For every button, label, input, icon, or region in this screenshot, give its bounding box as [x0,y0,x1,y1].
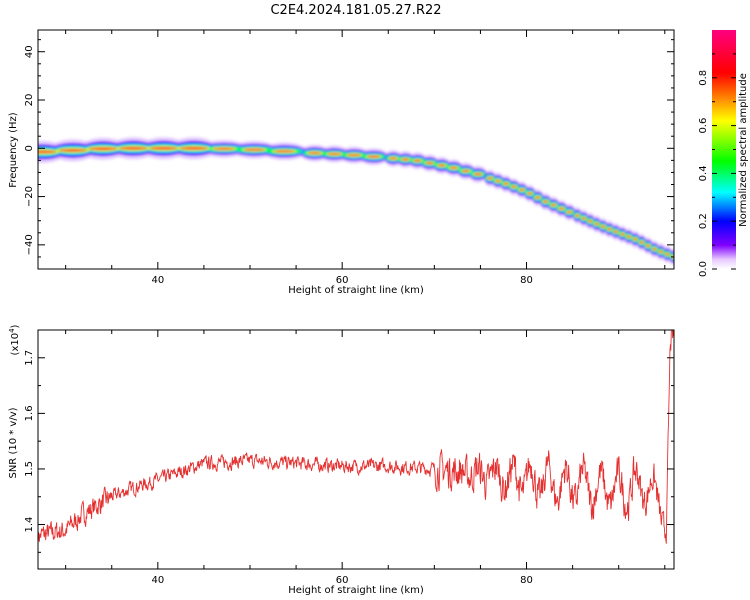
spectrogram-cell [437,164,446,167]
spectrogram-cell [519,189,525,191]
colorbar-tick-label: 0.0 [698,261,709,277]
spectrogram-xtick-label: 60 [336,275,349,286]
spectrogram-cell [658,251,663,253]
spectrogram-cell [327,153,341,155]
spectrogram-cell [543,201,549,203]
snr-xtick-label: 80 [520,575,533,586]
spectrogram-cell [180,147,208,150]
spectrogram-cell [425,162,434,164]
spectrogram-cell [308,152,322,154]
spectrogram-cell [389,157,398,160]
spectrogram-cell [503,183,509,185]
spectrogram-cell [487,177,493,179]
snr-ytick-label: 1.7 [24,350,35,366]
colorbar-tick-label: 0.6 [698,118,709,134]
spectrogram-cell [449,167,458,169]
spectrogram-cell [495,180,501,182]
snr-ytick-label: 1.5 [24,461,35,477]
spectrogram-cell [626,236,631,238]
snr-xlabel: Height of straight line (km) [288,585,424,596]
colorbar-tick-label: 0.8 [698,70,709,86]
spectrogram-ylabel: Frequency (Hz) [8,112,19,188]
spectrogram-ytick-label: −40 [24,234,35,255]
spectrogram-ytick-label: 20 [24,94,35,107]
spectrogram-cell [461,170,470,172]
snr-ytick-label: 1.6 [24,405,35,421]
spectrogram-ridge [38,137,674,266]
colorbar-tick-label: 0.4 [698,165,709,181]
spectrogram-cell [600,225,606,228]
spectrogram-cell [413,160,422,162]
snr-ytick-label: 1.4 [24,517,35,533]
spectrogram-cell [575,214,580,217]
snr-series-line [38,330,674,545]
spectrogram-cell [594,223,599,225]
spectrogram-cell [274,150,295,153]
colorbar-ticks: 0.0 0.2 0.4 0.6 0.8 [698,53,736,277]
spectrogram-ytick-label: −20 [24,186,35,207]
figure-title: C2E4.2024.181.05.27.R22 [270,3,441,18]
spectrogram-cell [59,149,87,152]
spectrogram-cell [633,238,638,240]
spectrogram-xlabel: Height of straight line (km) [288,285,424,296]
colorbar-label: Normalized spectral amplitude [738,73,749,227]
spectrogram-cell [550,204,557,206]
snr-frame [37,329,675,570]
spectrogram-panel: 40 60 80 40 20 0 −20 −40 Height of straight lin… [8,29,675,296]
spectrogram-xtick-label: 40 [151,275,164,286]
spectrogram-cell [244,149,265,151]
spectrogram-cell [473,173,482,175]
spectrogram-frame [37,29,675,270]
spectrogram-cell [401,158,410,161]
snr-xtick-label: 60 [336,575,349,586]
spectrogram-cell [566,211,573,213]
spectrogram-cell [620,233,625,235]
spectrogram-cell [89,147,117,150]
snr-ylabel: SNR (10 * v/v) [8,407,19,478]
spectrogram-ytick-label: 0 [24,145,35,151]
spectrogram-ytick-label: 40 [24,45,35,58]
spectrogram-ticks: 40 60 80 40 20 0 −20 −40 [24,30,674,286]
spectrogram-cell [581,217,586,220]
spectrogram-cell [607,228,612,230]
colorbar: 0.0 0.2 0.4 0.6 0.8 Normalized spectral ampl… [698,30,749,277]
snr-ticks: 40 60 80 1.4 1.5 1.6 1.7 [24,330,674,586]
colorbar-tick-label: 0.2 [698,213,709,229]
spectrogram-cell [588,220,593,222]
spectrogram-cell [347,154,361,156]
spectrogram-cell [214,148,234,150]
spectrogram-cell [367,156,381,158]
spectrogram-cell [150,147,177,150]
snr-scale-label: (x104) [8,324,21,355]
spectrogram-cell [652,248,657,250]
spectrogram-cell [535,196,541,199]
spectrogram-cell [527,192,533,195]
spectrogram-cell [120,147,147,150]
spectrogram-cell [511,186,517,188]
spectrogram-cell [665,253,670,255]
snr-xtick-label: 40 [151,575,164,586]
snr-panel: 40 60 80 1.4 1.5 1.6 1.7 Height of straight li… [8,324,675,596]
spectrogram-cell [645,245,651,247]
spectrogram-cell [558,207,565,210]
spectrogram-cell [613,231,619,233]
colorbar-gradient [712,30,736,269]
spectrogram-cell [38,151,56,153]
spectrogram-xtick-label: 80 [520,275,533,286]
spectrogram-cell [639,241,644,244]
